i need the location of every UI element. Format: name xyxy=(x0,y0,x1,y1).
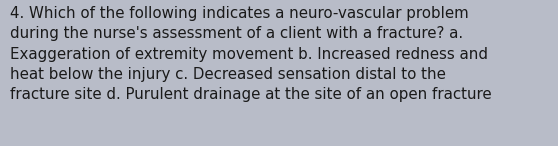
Text: 4. Which of the following indicates a neuro-vascular problem
during the nurse's : 4. Which of the following indicates a ne… xyxy=(10,6,492,102)
